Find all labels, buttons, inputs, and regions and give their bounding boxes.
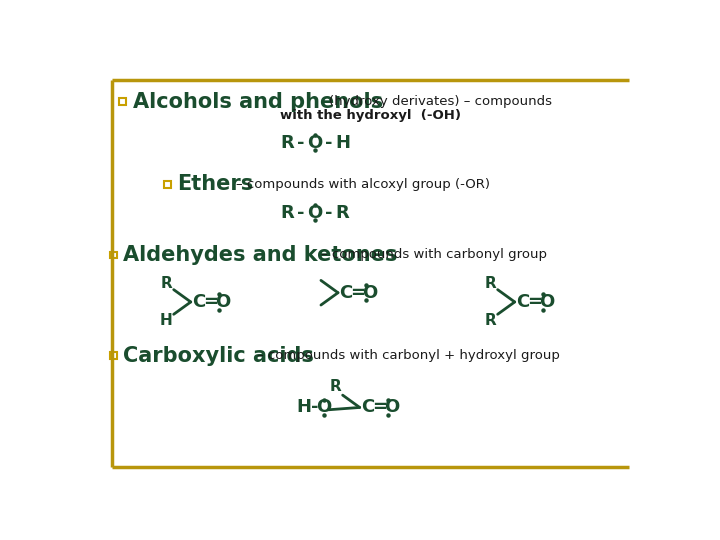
Text: – compounds with carbonyl + hydroxyl group: – compounds with carbonyl + hydroxyl gro… [256,349,559,362]
Text: H: H [297,399,311,416]
Text: (hydroxy derivates) – compounds: (hydroxy derivates) – compounds [329,95,552,108]
Text: O: O [362,284,377,302]
Text: Ethers: Ethers [178,174,254,194]
Bar [109,252,117,259]
Text: -: - [325,204,333,221]
Text: – compounds with carbonyl group: – compounds with carbonyl group [321,248,547,261]
Text: C: C [361,399,374,416]
Text: O: O [215,293,230,311]
Text: -: - [297,204,305,221]
Text: R: R [280,204,294,221]
Text: O: O [539,293,554,311]
Text: Aldehydes and ketones: Aldehydes and ketones [123,245,397,265]
Text: O: O [307,204,323,221]
Bar [119,98,126,105]
Text: =: = [351,284,366,302]
Text: H: H [159,313,172,328]
Text: R: R [280,133,294,152]
Text: Carboxylic acids: Carboxylic acids [123,346,314,366]
Text: – compounds with alcoxyl group (-OR): – compounds with alcoxyl group (-OR) [235,178,490,191]
Text: =: = [372,399,387,416]
Text: C: C [192,293,205,311]
Text: O: O [307,133,323,152]
Text: =: = [203,293,218,311]
Bar [109,353,117,359]
Text: H: H [335,133,350,152]
Text: =: = [527,293,542,311]
Text: with the hydroxyl  (-OH): with the hydroxyl (-OH) [280,109,461,122]
Text: -: - [325,133,333,152]
Text: R: R [336,204,349,221]
Text: R: R [161,276,172,291]
Bar [164,181,171,187]
Text: O: O [384,399,399,416]
Text: R: R [329,379,341,394]
Text: Alcohols and phenols: Alcohols and phenols [132,92,383,112]
Text: C: C [516,293,529,311]
Text: O: O [316,399,332,416]
Text: C: C [340,284,353,302]
Text: R: R [485,313,496,328]
Text: R: R [485,276,496,291]
Text: -: - [311,399,318,416]
Text: -: - [297,133,305,152]
